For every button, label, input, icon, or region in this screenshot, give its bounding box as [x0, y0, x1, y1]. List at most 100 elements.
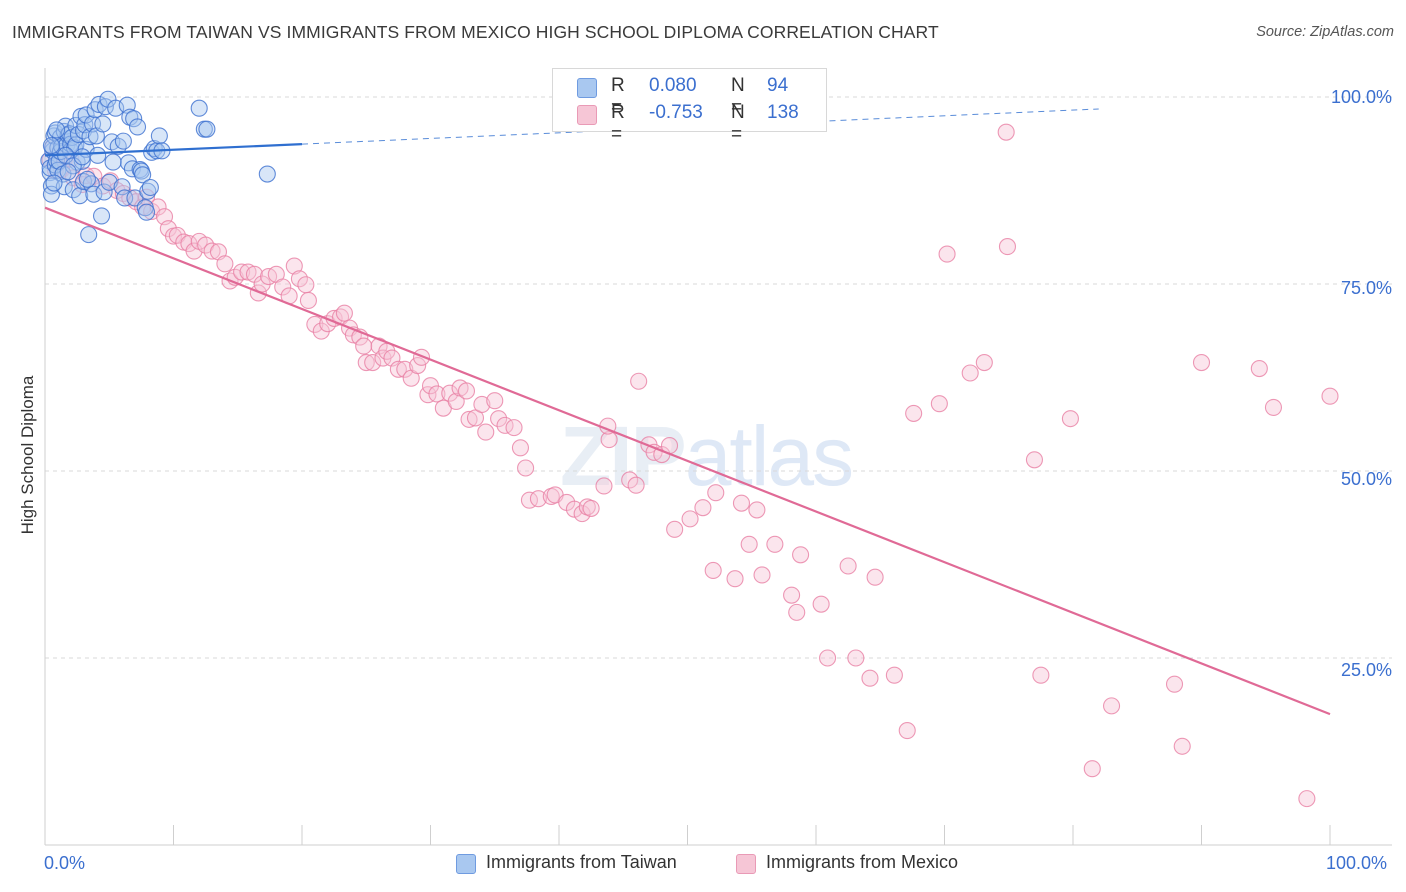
watermark-zip: ZIP [560, 409, 687, 503]
mexico-point [1298, 790, 1316, 808]
mexico-point [726, 570, 744, 588]
mexico-point [511, 439, 530, 457]
taiwan-trend-line [44, 143, 303, 157]
mexico-point [788, 603, 806, 621]
taiwan-point [89, 146, 107, 164]
taiwan-point [114, 132, 132, 150]
mexico-point [595, 477, 613, 495]
mexico-point [274, 278, 292, 296]
x-tick-label-0: 0.0% [44, 853, 86, 873]
mexico-points [41, 123, 1339, 808]
mexico-point [783, 586, 801, 604]
taiwan-point [190, 99, 208, 117]
y-tick-label-25: 25.0% [1340, 660, 1392, 680]
mexico-point [753, 566, 771, 584]
mexico-point [364, 353, 382, 372]
mexico-point [975, 353, 993, 372]
mexico-point [839, 557, 857, 575]
mexico-point [998, 238, 1017, 256]
mexico-point [847, 649, 865, 667]
taiwan-point [45, 174, 63, 192]
taiwan-point [92, 207, 111, 225]
taiwan-point [42, 137, 60, 155]
mexico-point [1165, 675, 1184, 693]
mexico-point [460, 410, 478, 428]
taiwan-point [78, 170, 96, 188]
r-label: R = [611, 102, 625, 145]
mexico-point [517, 459, 535, 477]
mexico-point [409, 356, 427, 375]
mexico-point [447, 392, 465, 410]
mexico-point [1192, 353, 1211, 372]
mexico-point [1173, 737, 1191, 755]
mexico-point [357, 353, 375, 372]
taiwan-n-value: 94 [767, 75, 789, 96]
mexico-point [819, 649, 837, 667]
mexico-point [239, 263, 257, 281]
mexico-point [630, 372, 648, 390]
mexico-point [249, 284, 267, 302]
mexico-point [505, 419, 523, 437]
mexico-point [1264, 398, 1283, 416]
taiwan-point [48, 121, 66, 139]
mexico-point [707, 484, 725, 502]
mexico-point [582, 499, 600, 517]
axes [44, 68, 1392, 846]
mexico-point [306, 315, 324, 333]
mexico-point [905, 404, 923, 422]
mexico-point [600, 431, 618, 449]
mexico-point [938, 245, 956, 263]
taiwan-point [134, 166, 152, 184]
taiwan-swatch [577, 78, 597, 98]
mexico-point [740, 535, 758, 553]
y-tick-label-100: 100.0% [1330, 87, 1392, 107]
taiwan-point [137, 203, 156, 221]
mexico-point [792, 546, 810, 564]
taiwan-point [128, 118, 147, 136]
mexico-point [477, 423, 495, 441]
taiwan-point [100, 173, 118, 191]
mexico-point [299, 291, 317, 310]
source-credit: Source: ZipAtlas.com [1256, 24, 1394, 40]
mexico-point [766, 535, 784, 553]
mexico-point [520, 491, 538, 509]
mexico-r-value: -0.753 [649, 102, 703, 123]
taiwan-point [90, 95, 108, 114]
mexico-point [898, 722, 916, 740]
mexico-point [866, 568, 884, 586]
mexico-point [1103, 697, 1121, 715]
mexico-point [885, 666, 903, 684]
mexico-point [428, 385, 446, 403]
taiwan-point [94, 115, 112, 133]
taiwan-legend-label: Immigrants from Taiwan [486, 852, 677, 872]
mexico-point [961, 364, 979, 382]
mexico-point [681, 510, 699, 528]
mexico-point [457, 382, 476, 400]
taiwan-point [104, 153, 122, 171]
mexico-point [704, 561, 722, 580]
y-tick-label-75: 75.0% [1340, 278, 1392, 298]
mexico-point [1061, 410, 1079, 428]
mexico-point [694, 499, 712, 517]
mexico-swatch [577, 105, 597, 125]
taiwan-point [42, 185, 60, 203]
mexico-point [997, 123, 1015, 141]
mexico-point [233, 263, 251, 281]
taiwan-point [150, 127, 168, 145]
trend-lines [44, 108, 1331, 716]
mexico-point [627, 476, 645, 494]
r-label: R = [611, 75, 625, 118]
mexico-point [930, 395, 948, 413]
taiwan-point [116, 189, 134, 207]
taiwan-point [258, 165, 276, 183]
mexico-point [473, 395, 491, 413]
mexico-point [1083, 760, 1101, 778]
mexico-point [285, 257, 303, 275]
mexico-point [666, 520, 684, 538]
taiwan-point [59, 163, 77, 181]
taiwan-point [73, 148, 91, 166]
watermark: ZIPatlas [560, 408, 854, 505]
mexico-point [1250, 359, 1268, 378]
taiwan-point [71, 187, 89, 205]
mexico-point [297, 276, 315, 294]
